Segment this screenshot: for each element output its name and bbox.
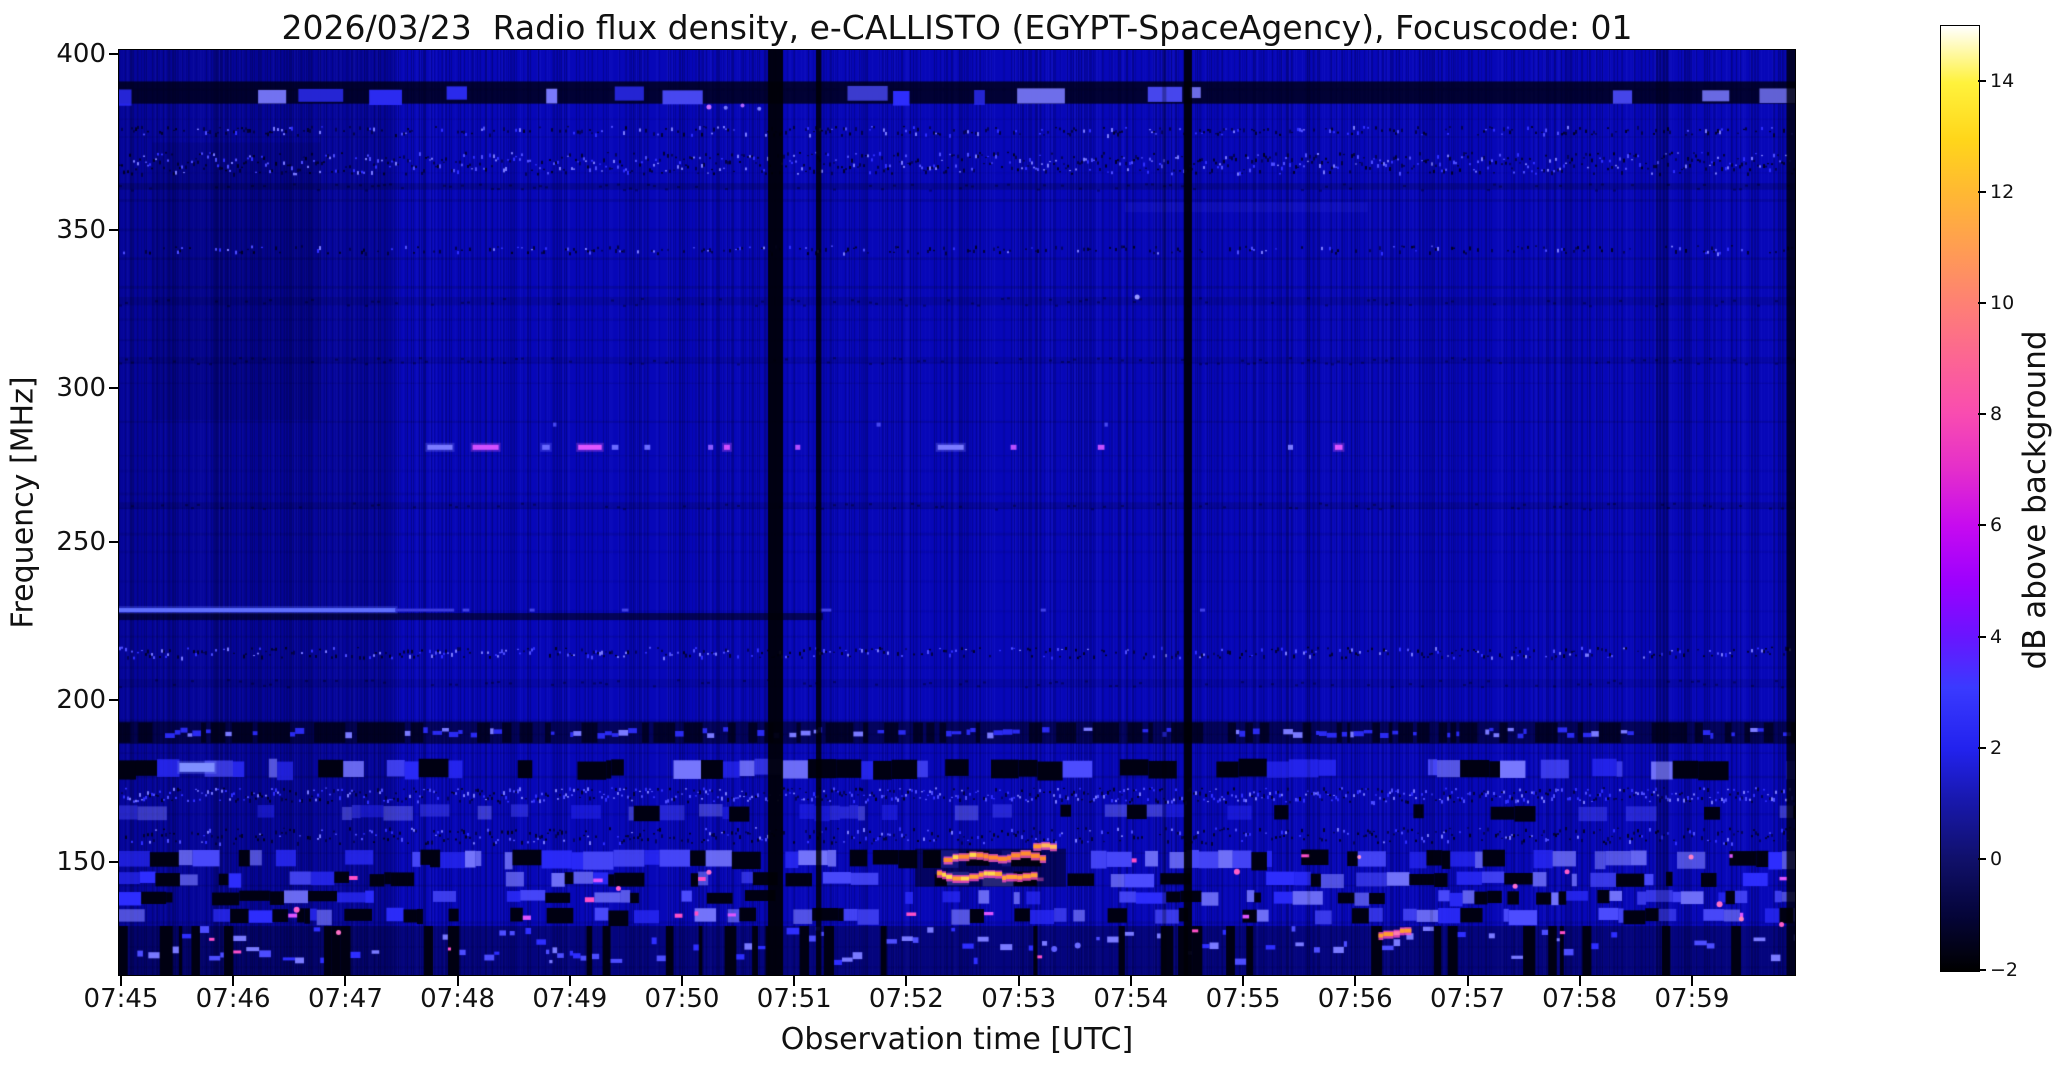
- x-tick-label-07:59: 07:59: [1654, 984, 1730, 1014]
- x-tick-mark: [793, 976, 796, 986]
- x-tick-label-07:56: 07:56: [1317, 984, 1393, 1014]
- colorbar-tick-label-6: 6: [1990, 514, 2003, 537]
- spectrogram-heatmap: [119, 50, 1795, 975]
- x-tick-label-07:55: 07:55: [1205, 984, 1281, 1014]
- x-tick-mark: [568, 976, 571, 986]
- colorbar-tick-mark: [1978, 190, 1986, 193]
- x-tick-label-07:48: 07:48: [420, 984, 496, 1014]
- y-tick-label-250: 250: [56, 527, 106, 558]
- colorbar-tick-mark: [1978, 413, 1986, 416]
- y-tick-label-200: 200: [56, 685, 106, 716]
- y-tick-mark: [109, 52, 119, 55]
- x-tick-label-07:57: 07:57: [1430, 984, 1505, 1014]
- x-tick-mark: [1354, 976, 1357, 986]
- y-tick-mark: [109, 699, 119, 702]
- x-tick-mark: [680, 976, 683, 986]
- colorbar-tick-label-14: 14: [1990, 69, 2015, 92]
- x-tick-mark: [1466, 976, 1469, 986]
- y-tick-mark: [109, 541, 119, 544]
- x-tick-label-07:49: 07:49: [532, 984, 608, 1014]
- y-tick-mark: [109, 861, 119, 864]
- colorbar-tick-label-8: 8: [1990, 403, 2003, 426]
- x-tick-label-07:46: 07:46: [195, 984, 271, 1014]
- colorbar-tick-label-12: 12: [1990, 180, 2015, 203]
- colorbar-tick-mark: [1978, 524, 1986, 527]
- y-tick-mark: [109, 229, 119, 232]
- x-tick-label-07:47: 07:47: [307, 984, 383, 1014]
- colorbar-tick-label-−2: −2: [1990, 959, 2019, 981]
- colorbar-tick-mark: [1978, 79, 1986, 82]
- y-tick-label-400: 400: [56, 38, 106, 69]
- colorbar-tick-label-10: 10: [1990, 291, 2015, 314]
- y-tick-label-300: 300: [56, 372, 106, 403]
- plot-area: [118, 49, 1796, 976]
- x-tick-label-07:52: 07:52: [868, 984, 944, 1014]
- x-tick-label-07:45: 07:45: [83, 984, 159, 1014]
- colorbar-label: dB above background: [2017, 330, 2053, 670]
- x-tick-label-07:58: 07:58: [1542, 984, 1618, 1014]
- colorbar-tick-mark: [1978, 969, 1986, 971]
- colorbar-tick-mark: [1978, 635, 1986, 638]
- x-tick-mark: [1242, 976, 1245, 986]
- y-axis-label: Frequency [MHz]: [5, 376, 41, 629]
- x-axis-label: Observation time [UTC]: [780, 1022, 1134, 1057]
- y-tick-mark: [109, 386, 119, 389]
- x-tick-mark: [905, 976, 908, 986]
- chart-title: 2026/03/23 Radio flux density, e-CALLIST…: [281, 8, 1633, 47]
- colorbar-tick-label-0: 0: [1990, 847, 2003, 870]
- x-tick-label-07:54: 07:54: [1093, 984, 1169, 1014]
- colorbar-tick-mark: [1978, 301, 1986, 304]
- y-tick-label-150: 150: [56, 847, 106, 878]
- x-tick-mark: [232, 976, 235, 986]
- x-tick-mark: [1017, 976, 1020, 986]
- colorbar-tick-label-4: 4: [1990, 625, 2003, 648]
- x-tick-mark: [1578, 976, 1581, 986]
- x-tick-mark: [456, 976, 459, 986]
- colorbar-tick-label-2: 2: [1990, 736, 2003, 759]
- x-tick-mark: [1690, 976, 1693, 986]
- colorbar-tick-mark: [1978, 857, 1986, 860]
- x-tick-mark: [1129, 976, 1132, 986]
- x-tick-label-07:50: 07:50: [644, 984, 720, 1014]
- x-tick-label-07:51: 07:51: [756, 984, 832, 1014]
- colorbar-tick-mark: [1978, 746, 1986, 749]
- colorbar: [1940, 25, 1980, 972]
- x-tick-label-07:53: 07:53: [981, 984, 1057, 1014]
- x-tick-mark: [120, 976, 122, 986]
- y-tick-label-350: 350: [56, 215, 106, 246]
- x-tick-mark: [344, 976, 347, 986]
